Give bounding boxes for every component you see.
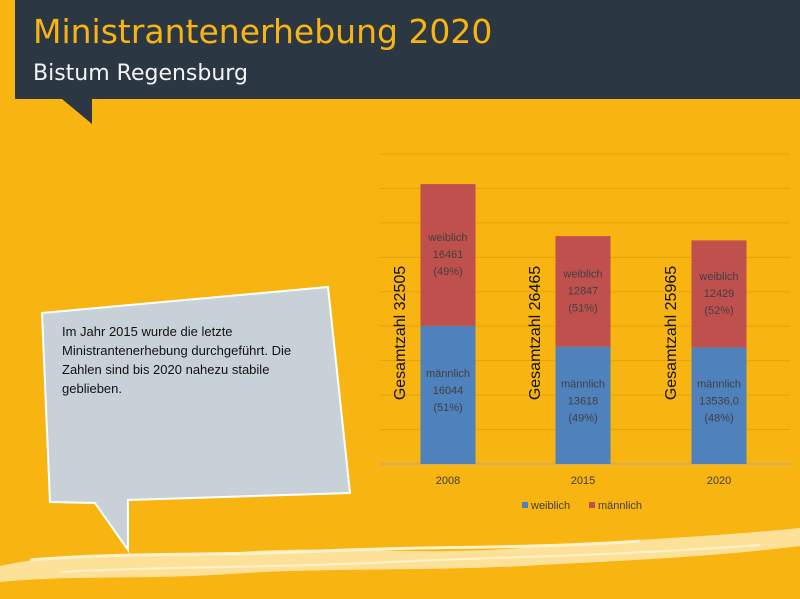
legend-swatch	[522, 502, 528, 508]
bar-segment-weiblich	[420, 184, 476, 326]
page-title: Ministrantenerhebung 2020	[33, 12, 493, 51]
bar-data-label: männlich	[697, 379, 741, 391]
x-tick-label: 2015	[571, 475, 595, 487]
legend-label: weiblich	[530, 500, 570, 512]
bar-data-label: (49%)	[433, 266, 462, 278]
header-bar: Ministrantenerhebung 2020 Bistum Regensb…	[15, 0, 800, 99]
bar-data-label: weiblich	[562, 268, 602, 280]
bar-data-label: 16044	[433, 385, 464, 397]
bar-data-label: (49%)	[568, 412, 597, 424]
legend-swatch	[589, 502, 595, 508]
bar-data-label: (51%)	[568, 302, 597, 314]
bar-segment-maennlich	[691, 347, 747, 464]
legend-label: männlich	[598, 500, 642, 512]
x-tick-label: 2020	[707, 475, 731, 487]
bar-data-label: männlich	[426, 368, 470, 380]
total-label: Gesamtzahl 26465	[527, 266, 544, 400]
bar-data-label: weiblich	[698, 271, 738, 283]
bar-data-label: (52%)	[704, 305, 733, 317]
bar-data-label: 12429	[704, 288, 735, 300]
bar-data-label: 16461	[433, 249, 464, 261]
x-tick-label: 2008	[436, 475, 460, 487]
page-subtitle: Bistum Regensburg	[33, 61, 248, 86]
bar-data-label: weiblich	[427, 232, 467, 244]
bar-segment-maennlich	[555, 346, 611, 464]
total-label: Gesamtzahl 25965	[663, 266, 680, 400]
total-label: Gesamtzahl 32505	[392, 266, 409, 400]
bar-segment-maennlich	[420, 325, 476, 464]
header-callout-tail	[62, 99, 92, 124]
bar-data-label: 13618	[568, 395, 599, 407]
bar-data-label: 13536,0	[699, 396, 739, 408]
bar-data-label: (51%)	[433, 402, 462, 414]
bar-data-label: männlich	[561, 378, 605, 390]
note-text: Im Jahr 2015 wurde die letzte Ministrant…	[62, 324, 292, 396]
bar-segment-weiblich	[691, 240, 747, 348]
bar-segment-weiblich	[555, 236, 611, 347]
bar-data-label: (48%)	[704, 413, 733, 425]
bar-data-label: 12847	[568, 285, 599, 297]
